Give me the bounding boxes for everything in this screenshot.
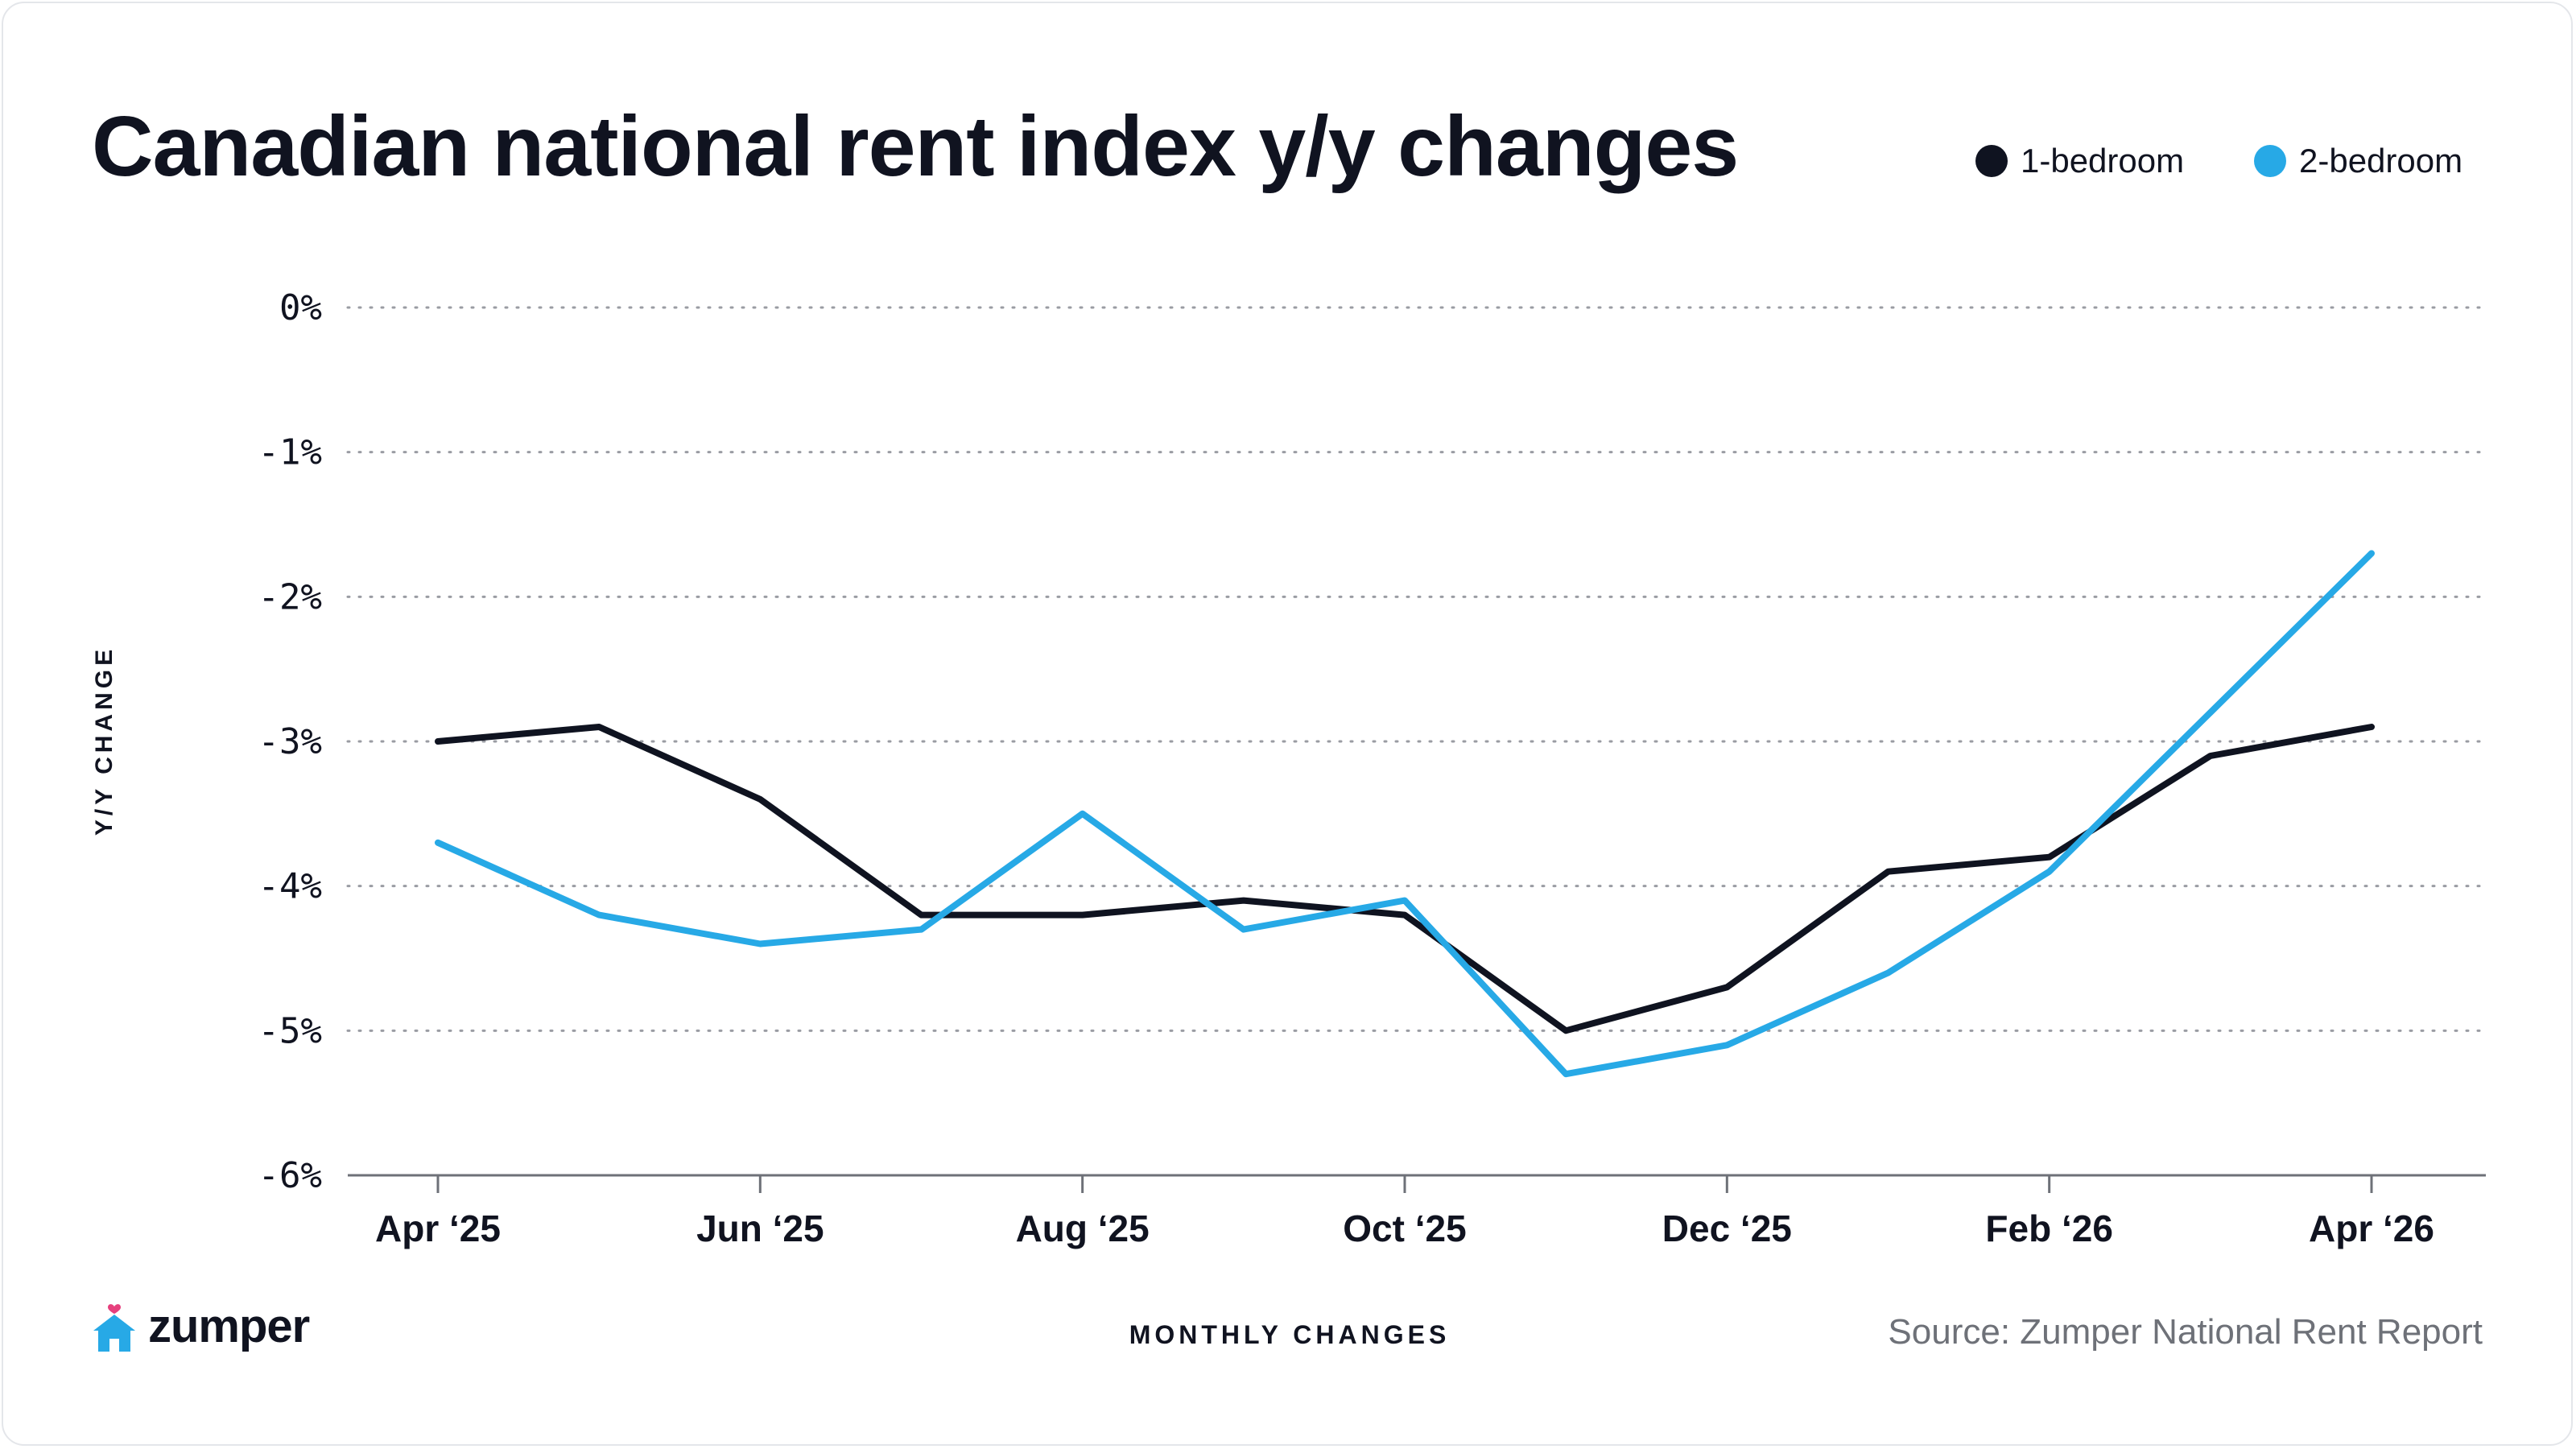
legend-marker-2-bedroom <box>2254 145 2286 177</box>
legend-item-1-bedroom: 1-bedroom <box>1975 142 2184 180</box>
logo-wordmark: zumper <box>148 1300 310 1352</box>
x-axis-label: MONTHLY CHANGES <box>1129 1320 1451 1349</box>
legend-label-1-bedroom: 1-bedroom <box>2021 142 2185 180</box>
y-tick-label: -1% <box>258 432 322 473</box>
legend-item-2-bedroom: 2-bedroom <box>2254 142 2462 180</box>
x-tick-label: Jun ‘25 <box>696 1208 824 1249</box>
source-note: Source: Zumper National Rent Report <box>1888 1312 2483 1352</box>
y-tick-label: -4% <box>258 866 322 907</box>
x-tick-label: Aug ‘25 <box>1016 1208 1150 1249</box>
house-heart-icon <box>93 1303 135 1352</box>
x-tick-label: Dec ‘25 <box>1662 1208 1792 1249</box>
series-lines <box>435 550 2375 1078</box>
y-tick-labels: 0% -1% -2% -3% -4% -5% -6% <box>258 287 322 1196</box>
legend-marker-1-bedroom <box>1975 145 2008 177</box>
gridlines <box>346 306 2487 1032</box>
zumper-logo: zumper <box>90 1299 310 1353</box>
y-tick-label: -6% <box>258 1155 322 1196</box>
series-line-2-bedroom <box>435 550 2375 1078</box>
x-tick-label: Apr ‘25 <box>375 1208 501 1249</box>
legend-label-2-bedroom: 2-bedroom <box>2299 142 2463 180</box>
x-tick-label: Apr ‘26 <box>2309 1208 2434 1249</box>
x-ticks: Apr ‘25 Jun ‘25 Aug ‘25 Oct ‘25 Dec ‘25 Feb ‘… <box>375 1175 2434 1249</box>
chart-title: Canadian national rent index y/y changes <box>92 99 1739 194</box>
series-line-1-bedroom <box>435 724 2375 1034</box>
y-tick-label: -5% <box>258 1010 322 1051</box>
x-tick-label: Oct ‘25 <box>1343 1208 1466 1249</box>
x-tick-label: Feb ‘26 <box>1985 1208 2113 1249</box>
y-tick-label: -3% <box>258 721 322 762</box>
y-tick-label: 0% <box>279 287 322 328</box>
y-tick-label: -2% <box>258 576 322 617</box>
